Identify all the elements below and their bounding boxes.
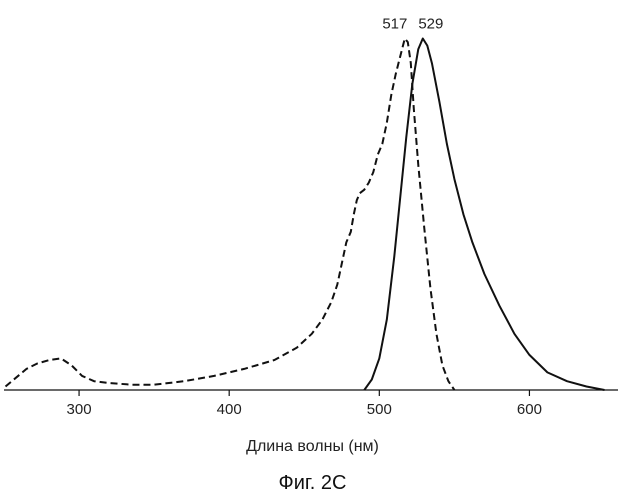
peak-label-517: 517 bbox=[382, 16, 407, 33]
peak-label-529: 529 bbox=[418, 16, 443, 33]
x-axis-label: Длина волны (нм) bbox=[0, 438, 625, 456]
solid-spectrum-line bbox=[364, 39, 604, 391]
series-layer bbox=[6, 39, 605, 391]
x-tick-label: 300 bbox=[67, 401, 92, 418]
x-tick-label: 500 bbox=[367, 401, 392, 418]
dashed-spectrum-line bbox=[6, 39, 455, 391]
x-tick-label: 600 bbox=[517, 401, 542, 418]
peak-labels: 517 529 bbox=[382, 16, 443, 33]
x-tick-label: 400 bbox=[217, 401, 242, 418]
spectrum-chart: 300 400 500 600 517 529 bbox=[0, 0, 625, 440]
figure-caption: Фиг. 2С bbox=[0, 472, 625, 495]
x-axis-ticks: 300 400 500 600 bbox=[67, 390, 542, 418]
